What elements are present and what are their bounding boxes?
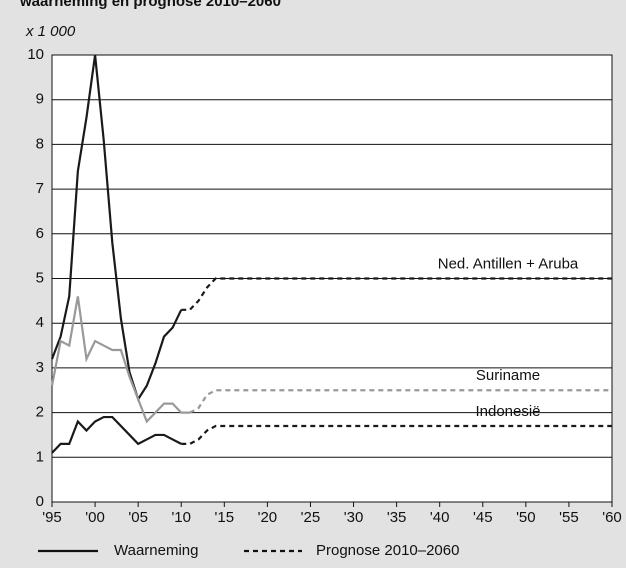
y-tick-label: 9	[36, 91, 44, 108]
x-tick-label: '50	[516, 509, 536, 526]
x-tick-label: '55	[559, 509, 579, 526]
x-tick-label: '95	[42, 509, 62, 526]
y-tick-label: 4	[36, 314, 44, 331]
series-label: Suriname	[476, 367, 540, 384]
observed-line	[51, 415, 182, 454]
series-label: Indonesië	[475, 403, 540, 420]
y-tick-label: 5	[36, 269, 44, 286]
x-tick-label: '45	[473, 509, 493, 526]
x-tick-label: '10	[171, 509, 191, 526]
y-tick-label: 2	[36, 404, 44, 421]
x-tick-label: '35	[387, 509, 407, 526]
forecast-line	[181, 277, 612, 311]
y-tick-label: 7	[36, 180, 44, 197]
x-tick-label: '40	[430, 509, 450, 526]
y-tick-label: 8	[36, 135, 44, 152]
series-label: Ned. Antillen + Aruba	[438, 255, 579, 272]
x-tick-label: '25	[301, 509, 321, 526]
unit-label: x 1 000	[25, 23, 76, 40]
y-tick-label: 3	[36, 359, 44, 376]
y-tick-label: 10	[27, 46, 44, 63]
y-tick-label: 1	[36, 448, 44, 465]
legend-label: Waarneming	[114, 542, 198, 559]
chart-title: waarneming en prognose 2010–2060	[19, 0, 281, 10]
x-tick-label: '15	[215, 509, 235, 526]
legend-label: Prognose 2010–2060	[316, 542, 459, 559]
y-tick-label: 6	[36, 225, 44, 242]
x-tick-label: '20	[258, 509, 278, 526]
x-tick-label: '00	[85, 509, 105, 526]
observed-line	[50, 54, 183, 402]
x-tick-label: '30	[344, 509, 364, 526]
x-tick-label: '05	[128, 509, 148, 526]
x-tick-label: '60	[602, 509, 622, 526]
observed-line	[50, 296, 190, 424]
y-tick-label: 0	[36, 493, 44, 510]
